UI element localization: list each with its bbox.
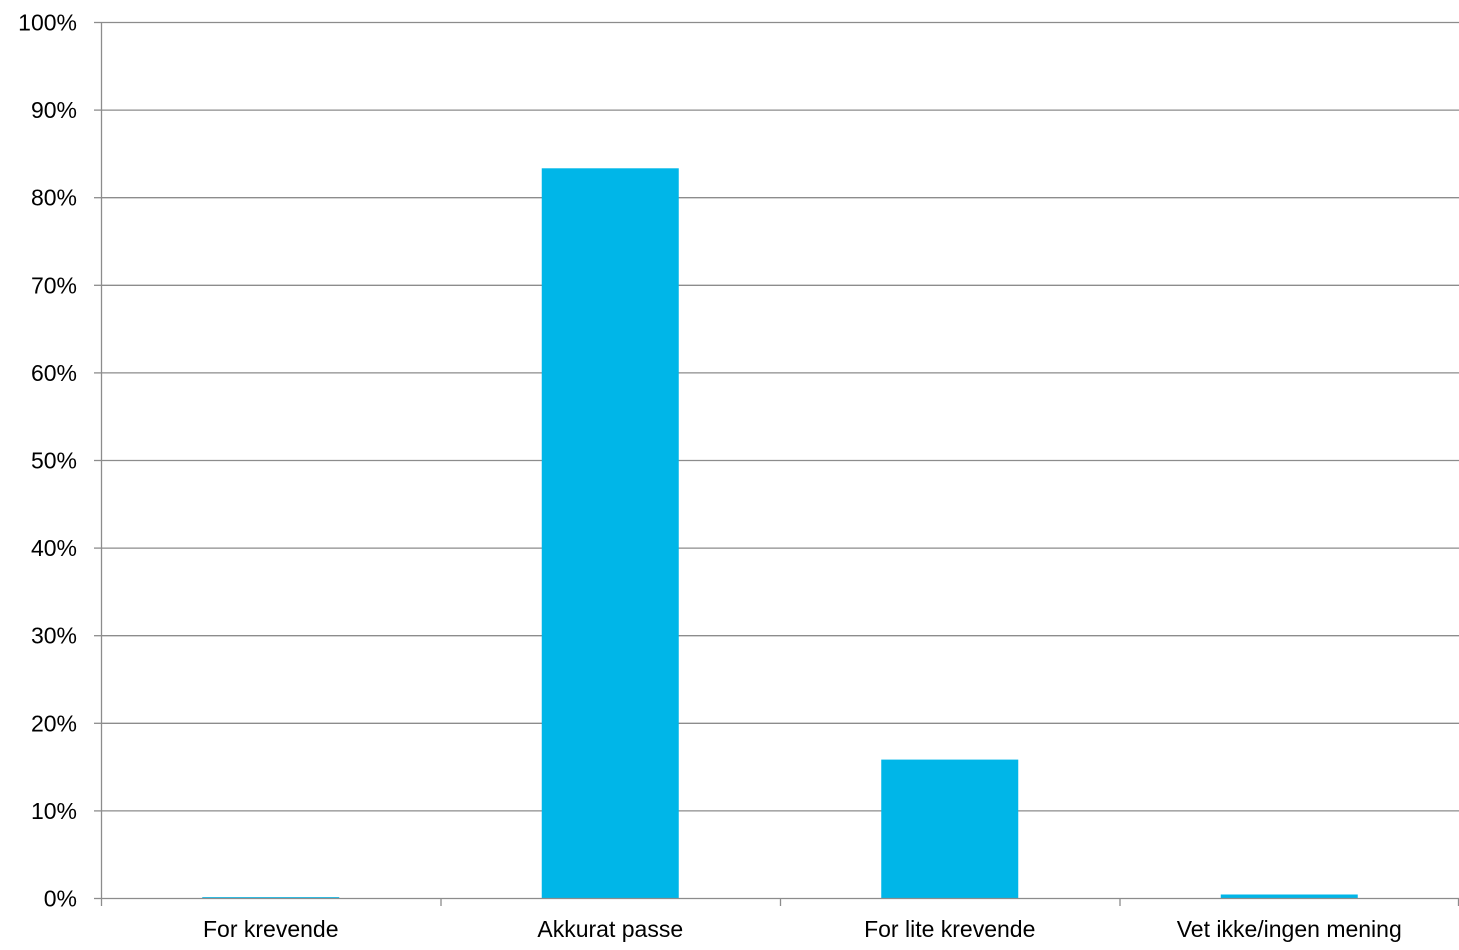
bar <box>541 168 679 899</box>
x-tick-label: For lite krevende <box>864 916 1035 942</box>
x-tick-label: Akkurat passe <box>537 916 683 942</box>
x-tick-labels: For krevende Akkurat passe For lite kreven… <box>203 916 1402 942</box>
bar <box>202 897 340 898</box>
y-tick-label: 50% <box>31 448 77 474</box>
y-tick-label: 60% <box>31 360 77 386</box>
y-tick-labels: 0% 10% 20% 30% 40% 50% 60% 70% 80% 90% 100% <box>18 10 77 912</box>
y-tick-label: 90% <box>31 97 77 123</box>
y-tick-label: 20% <box>31 710 77 736</box>
x-tick-label: For krevende <box>203 916 339 942</box>
y-tick-label: 10% <box>31 798 77 824</box>
y-tick-label: 40% <box>31 535 77 561</box>
y-tick-label: 100% <box>18 10 77 36</box>
y-tick-label: 80% <box>31 185 77 211</box>
axes <box>94 21 1459 906</box>
gridlines <box>101 21 1459 812</box>
y-tick-label: 70% <box>31 272 77 298</box>
x-tick-label: Vet ikke/ingen mening <box>1177 916 1402 942</box>
bars <box>202 168 1358 899</box>
bar <box>881 759 1019 898</box>
y-tick-label: 30% <box>31 623 77 649</box>
y-tick-label: 0% <box>44 886 77 912</box>
bar <box>1220 894 1358 898</box>
